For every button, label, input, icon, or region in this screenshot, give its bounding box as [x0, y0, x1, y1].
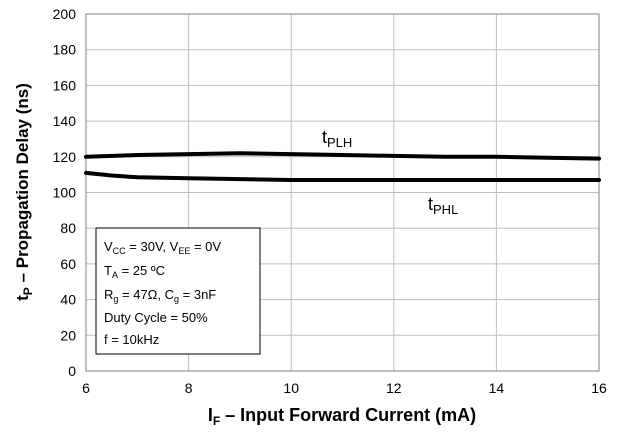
x-tick-label: 12 [386, 380, 402, 396]
series-lines [84, 151, 601, 182]
condition-temperature: TA = 25 ºC [104, 263, 165, 280]
x-tick-label: 8 [185, 380, 193, 396]
x-tick-label: 6 [82, 380, 90, 396]
series-line-tplh [84, 151, 601, 161]
series-label-tplh: tPLH [322, 127, 352, 150]
x-tick-label: 10 [283, 380, 299, 396]
y-tick-label: 40 [60, 292, 76, 308]
x-tick-label: 16 [591, 380, 607, 396]
y-tick-label: 80 [60, 220, 76, 236]
x-tick-label: 14 [489, 380, 505, 396]
condition-duty-cycle: Duty Cycle = 50% [104, 310, 208, 325]
y-tick-labels: 0 20 40 60 80 100 120 140 160 180 200 [53, 6, 77, 379]
y-tick-label: 160 [53, 77, 77, 93]
condition-supply: VCC = 30V, VEE = 0V [104, 239, 221, 256]
series-label-tphl: tPHL [428, 194, 458, 217]
y-tick-label: 100 [53, 185, 77, 201]
x-axis-title: IF – Input Forward Current (mA) [208, 405, 476, 428]
y-tick-label: 0 [68, 363, 76, 379]
condition-gate: Rg = 47Ω, Cg = 3nF [104, 287, 216, 304]
y-tick-label: 200 [53, 6, 77, 22]
y-tick-label: 140 [53, 113, 77, 129]
series-line-tphl [84, 170, 601, 182]
y-tick-label: 180 [53, 42, 77, 58]
y-tick-label: 20 [60, 327, 76, 343]
x-tick-labels: 6 8 10 12 14 16 [82, 380, 607, 396]
plot-area-frame [85, 13, 600, 372]
y-tick-label: 120 [53, 149, 77, 165]
test-conditions-box: VCC = 30V, VEE = 0V TA = 25 ºC Rg = 47Ω,… [95, 227, 261, 355]
y-axis-title: tP – Propagation Delay (ns) [13, 83, 35, 301]
y-tick-label: 60 [60, 256, 76, 272]
condition-frequency: f = 10kHz [104, 332, 159, 347]
